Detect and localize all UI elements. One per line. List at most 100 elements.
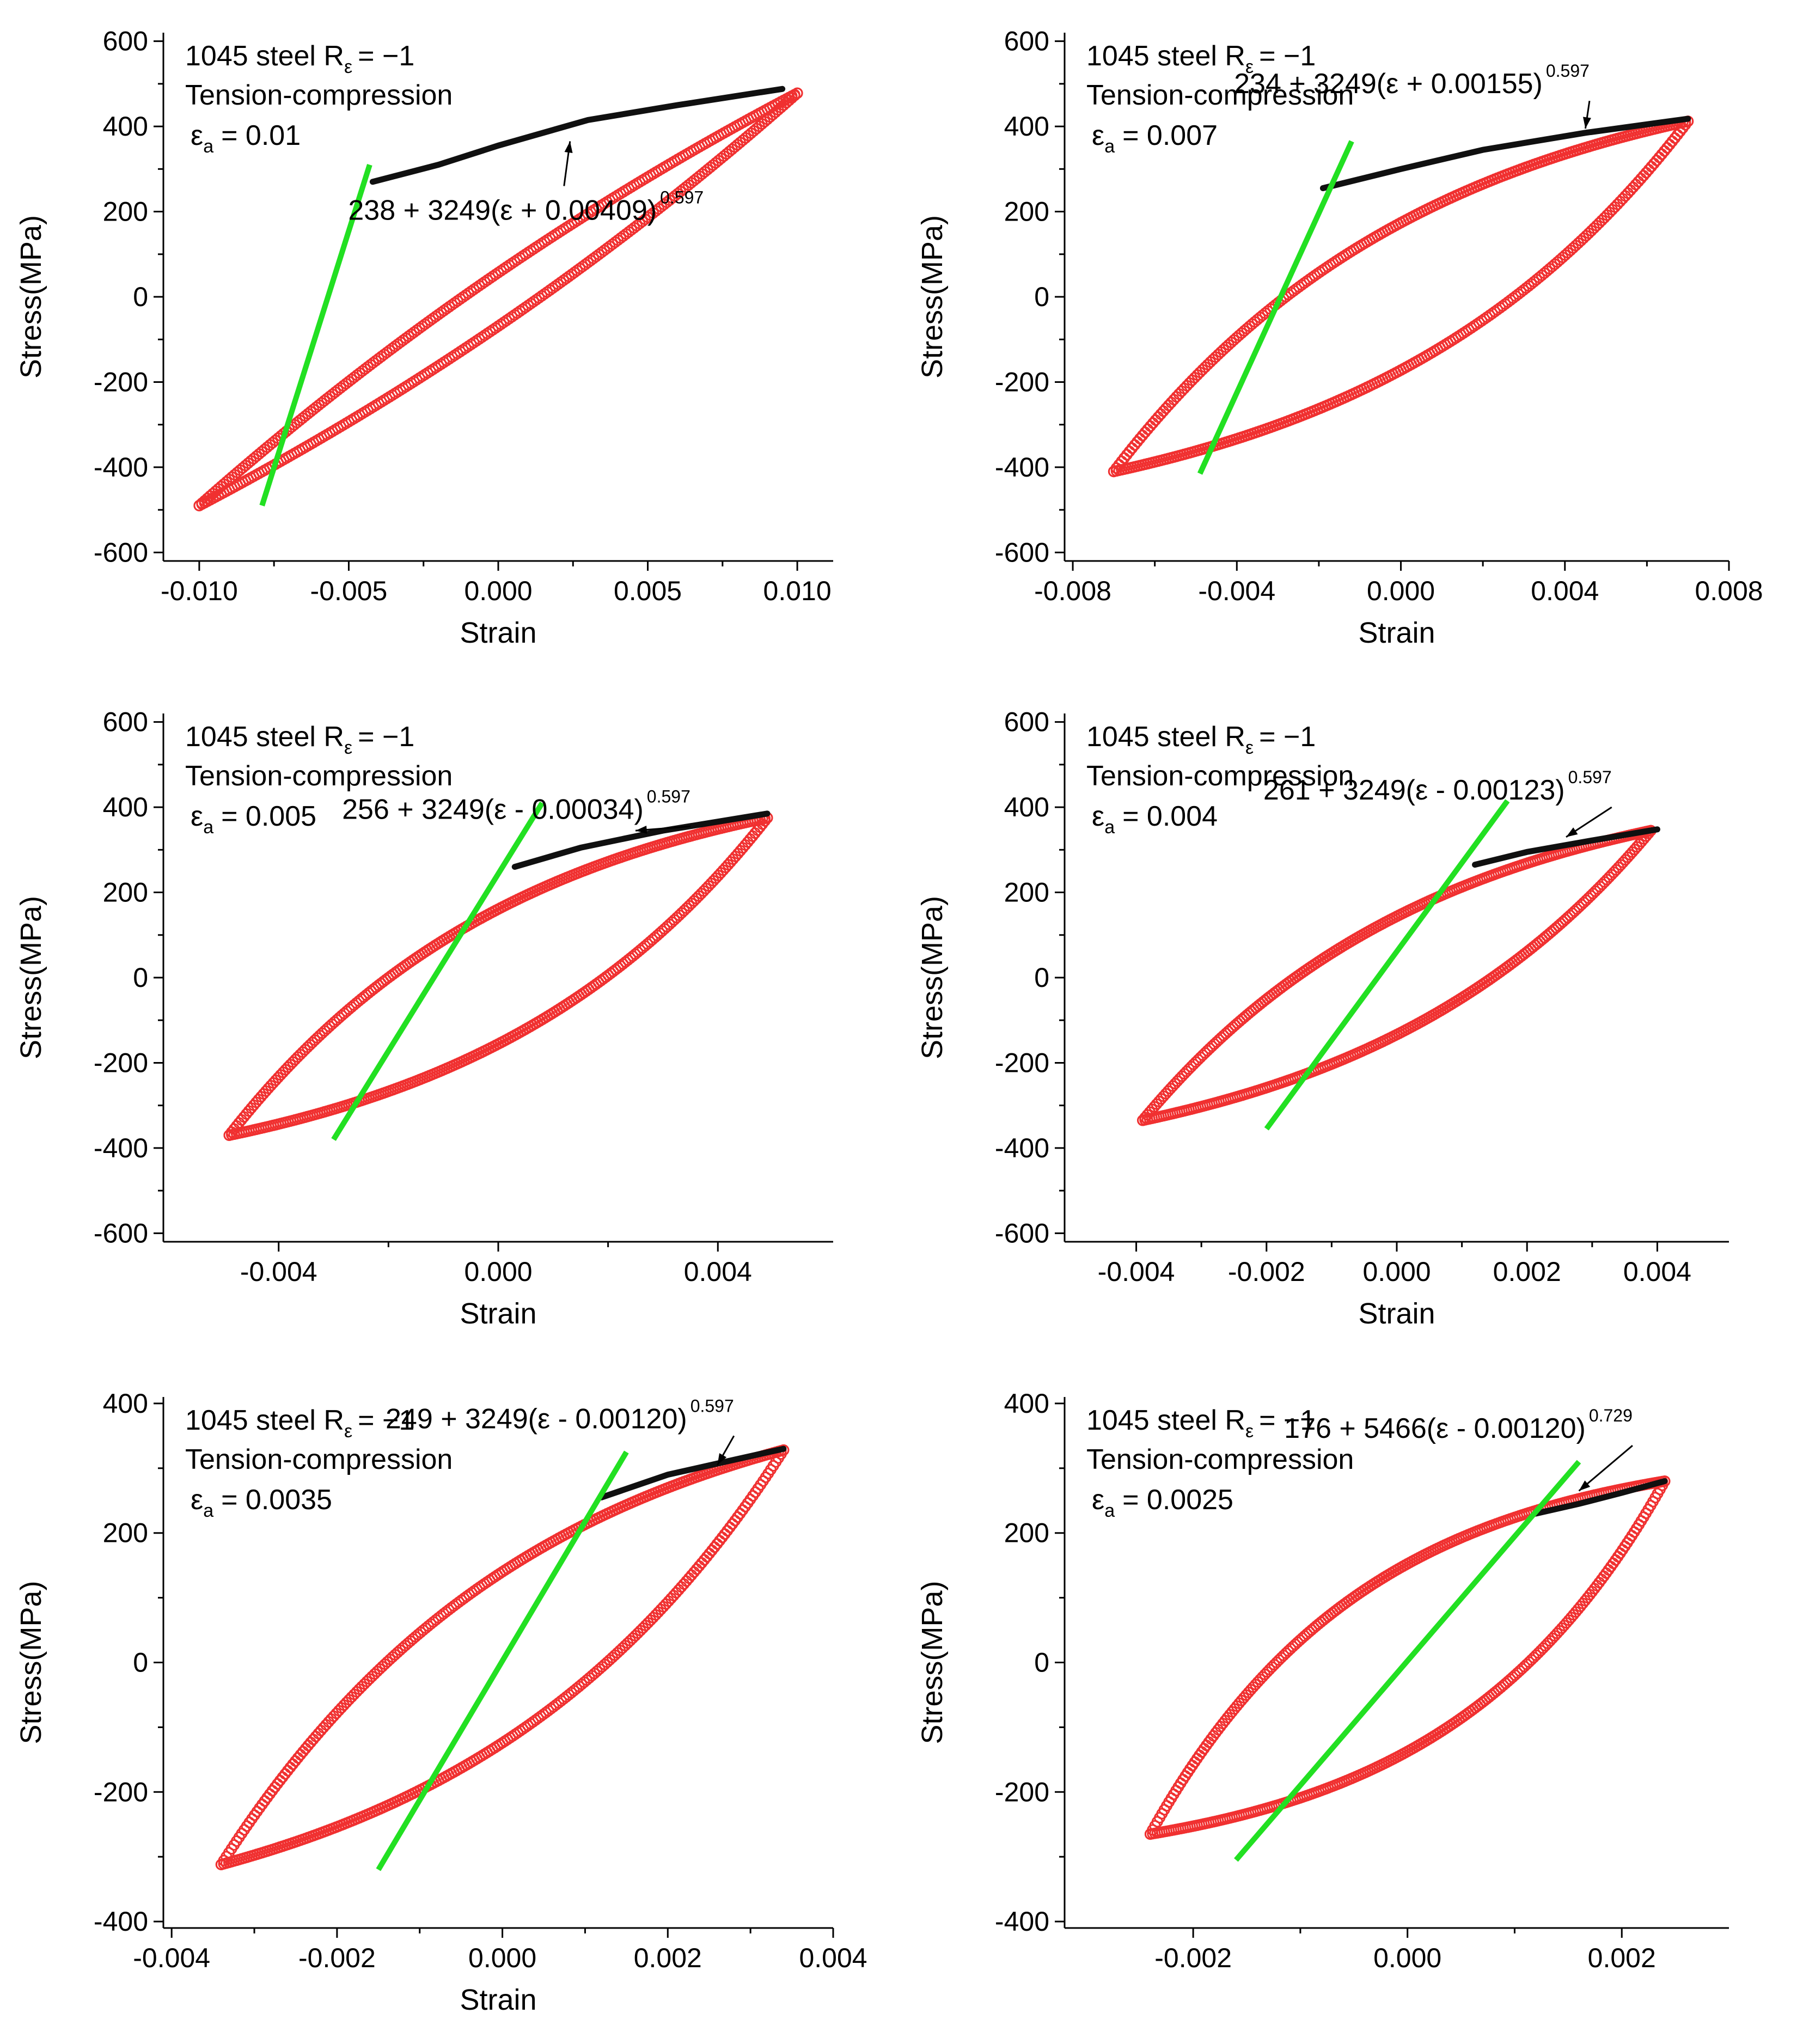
chart-panel: -0.010 -0.005 0.000 0.005 0.010 -600 -400 -200 0… xyxy=(15,26,833,649)
material-text: 1045 steel R xyxy=(1086,40,1245,72)
hysteresis-loop xyxy=(1137,825,1657,1126)
y-tick-label: 600 xyxy=(103,26,148,57)
fit-curve xyxy=(1533,1478,1668,1517)
arrow-head xyxy=(564,141,573,153)
y-tick-label: 400 xyxy=(103,792,148,822)
x-tick-label: 0.000 xyxy=(1362,1256,1431,1287)
y-tick-label: 200 xyxy=(103,197,148,227)
mode-label: Tension-compression xyxy=(185,80,453,111)
x-tick-label: 0.005 xyxy=(614,576,682,606)
equation-exponent: 0.597 xyxy=(647,786,690,806)
fit-curve xyxy=(1472,826,1660,868)
hysteresis-loop xyxy=(193,87,803,511)
x-tick-label: 0.002 xyxy=(1493,1256,1561,1287)
y-tick-label: 400 xyxy=(1004,1388,1049,1419)
amp-symbol: ε xyxy=(191,120,203,151)
equation-label: 249 + 3249(ε - 0.00120) 0.597 xyxy=(386,1396,734,1435)
mode-label: Tension-compression xyxy=(185,1444,453,1475)
material-label: 1045 steel Rε = −1 xyxy=(185,1405,414,1442)
x-tick-label: 0.008 xyxy=(1695,576,1763,606)
y-tick-label: -600 xyxy=(995,537,1049,568)
y-tick-label: 0 xyxy=(133,1648,148,1678)
equation-exponent: 0.597 xyxy=(660,188,704,208)
equation-arrow xyxy=(1578,1445,1633,1492)
fit-curve xyxy=(598,1445,787,1500)
mode-label: Tension-compression xyxy=(185,760,453,792)
amp-value: = 0.01 xyxy=(221,120,301,151)
amp-subscript: a xyxy=(203,817,213,838)
fit-curve xyxy=(1319,115,1691,192)
x-tick-label: -0.002 xyxy=(1228,1256,1305,1287)
y-tick-label: 200 xyxy=(1004,877,1049,908)
y-tick-label: 200 xyxy=(103,877,148,908)
x-axis-title: Strain xyxy=(1358,617,1435,649)
loop-point xyxy=(791,87,803,99)
x-tick-label: 0.004 xyxy=(684,1256,752,1287)
y-axis-title: Stress(MPa) xyxy=(15,1581,47,1744)
x-tick-label: 0.004 xyxy=(799,1943,867,1973)
amp-subscript: a xyxy=(203,136,213,157)
x-tick-label: 0.000 xyxy=(468,1943,536,1973)
arrow-head xyxy=(717,1453,727,1465)
chart-panel: -0.004 -0.002 0.000 0.002 0.004 -600 -400 -200 0… xyxy=(916,707,1729,1330)
equation-label: 256 + 3249(ε - 0.00034) 0.597 xyxy=(342,786,690,825)
elastic-line xyxy=(259,163,372,507)
equation-label: 234 + 3249(ε + 0.00155) 0.597 xyxy=(1234,61,1590,100)
amp-value: = 0.005 xyxy=(221,801,316,832)
y-tick-label: -200 xyxy=(94,367,148,397)
amp-value: = 0.007 xyxy=(1122,120,1218,151)
amp-value: = 0.0025 xyxy=(1122,1484,1233,1516)
material-label: 1045 steel Rε = −1 xyxy=(1086,721,1316,758)
y-tick-label: -200 xyxy=(94,1047,148,1078)
y-axis-title: Stress(MPa) xyxy=(916,215,949,379)
y-tick-label: -200 xyxy=(94,1777,148,1807)
equation-label: 238 + 3249(ε + 0.00409) 0.597 xyxy=(348,188,704,227)
y-tick-label: 0 xyxy=(1034,1648,1049,1678)
amp-symbol: ε xyxy=(1092,1484,1104,1516)
mode-label: Tension-compression xyxy=(1086,80,1354,111)
ratio-subscript: ε xyxy=(1245,57,1254,77)
amplitude-label: εa = 0.005 xyxy=(191,801,316,838)
x-tick-label: 0.000 xyxy=(464,576,532,606)
x-tick-label: 0.002 xyxy=(1588,1943,1656,1973)
x-tick-label: -0.008 xyxy=(1034,576,1111,606)
equation-text: 249 + 3249(ε - 0.00120) xyxy=(386,1403,687,1435)
material-label: 1045 steel Rε = −1 xyxy=(185,721,414,758)
equation-exponent: 0.597 xyxy=(690,1396,734,1415)
y-tick-label: -400 xyxy=(94,452,148,483)
ratio-value: = −1 xyxy=(1259,1405,1316,1436)
ratio-subscript: ε xyxy=(1245,737,1254,758)
amplitude-label: εa = 0.007 xyxy=(1092,120,1218,157)
ratio-value: = −1 xyxy=(358,721,414,753)
fit-curve xyxy=(511,810,771,870)
y-tick-label: -400 xyxy=(995,452,1049,483)
y-tick-label: 0 xyxy=(1034,962,1049,993)
equation-text: 261 + 3249(ε - 0.00123) xyxy=(1263,774,1565,806)
material-text: 1045 steel R xyxy=(185,40,344,72)
amp-symbol: ε xyxy=(1092,801,1104,832)
equation-text: 238 + 3249(ε + 0.00409) xyxy=(348,195,657,227)
hysteresis-loop xyxy=(1108,115,1694,478)
ratio-subscript: ε xyxy=(344,57,352,77)
arrow-head xyxy=(1579,1480,1591,1491)
ratio-value: = −1 xyxy=(358,1405,414,1436)
elastic-line xyxy=(1264,799,1510,1131)
equation-exponent: 0.597 xyxy=(1568,767,1612,787)
equation-label: 176 + 5466(ε - 0.00120) 0.729 xyxy=(1284,1406,1633,1444)
y-tick-label: -200 xyxy=(995,1777,1049,1807)
elastic-line xyxy=(331,801,545,1141)
y-tick-label: 200 xyxy=(103,1518,148,1548)
chart-panel: -0.008 -0.004 0.000 0.004 0.008 -600 -400 -200 0… xyxy=(916,26,1763,649)
y-tick-label: 200 xyxy=(1004,1518,1049,1548)
arrow-head xyxy=(1566,827,1578,837)
x-axis-title: Strain xyxy=(460,1984,536,2016)
x-tick-label: 0.000 xyxy=(1367,576,1435,606)
ratio-value: = −1 xyxy=(358,40,414,72)
amplitude-label: εa = 0.01 xyxy=(191,120,301,157)
elastic-line xyxy=(376,1450,629,1871)
y-tick-label: -400 xyxy=(995,1906,1049,1937)
x-tick-label: -0.004 xyxy=(1098,1256,1175,1287)
fit-curve xyxy=(369,86,786,185)
ratio-subscript: ε xyxy=(344,1421,352,1442)
amp-subscript: a xyxy=(1104,1500,1115,1521)
